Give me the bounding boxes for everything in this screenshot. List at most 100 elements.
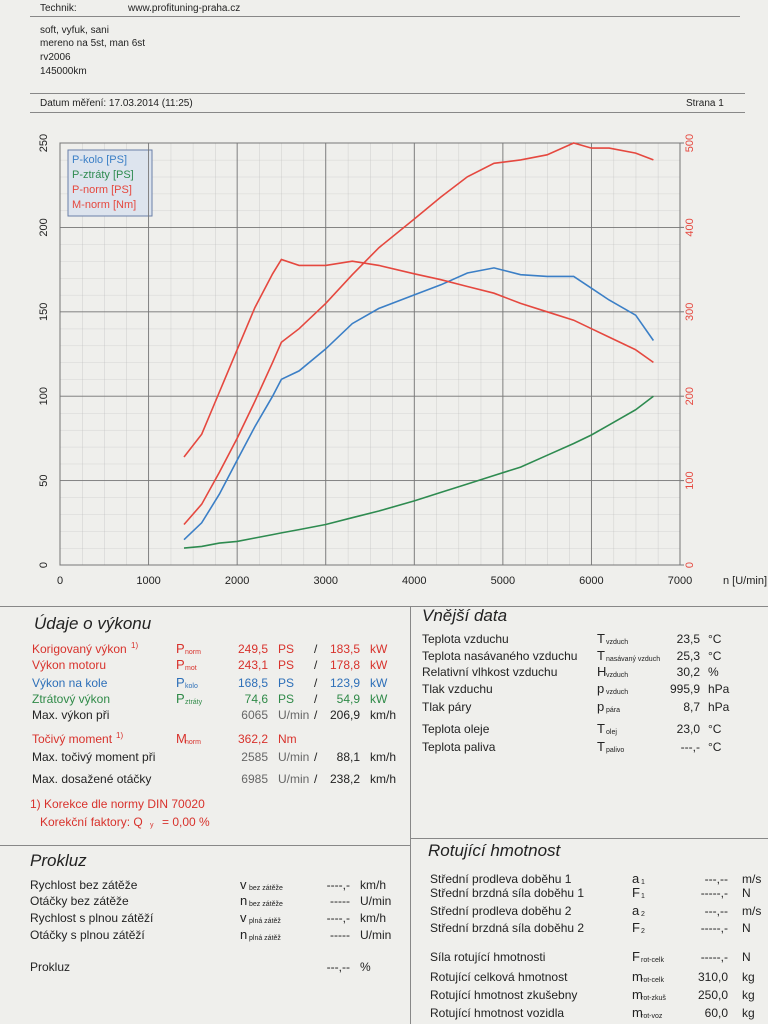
row-symbol-sub: kolo: [185, 683, 198, 690]
row-symbol-sub: plná zátěž: [249, 935, 281, 942]
row-separator: /: [314, 708, 318, 722]
row-symbol: F: [632, 920, 640, 935]
x-tick-label: 0: [57, 575, 63, 587]
row-unit: N: [742, 921, 751, 935]
x-tick-label: 6000: [579, 575, 603, 587]
row-unit: N: [742, 886, 751, 900]
row-value: -----,-: [700, 950, 728, 964]
row-label: Tlak páry: [422, 700, 472, 714]
row-value: 8,7: [683, 700, 700, 714]
row-label: Střední prodleva doběhu 1: [430, 872, 572, 886]
x-tick-label: 5000: [491, 575, 515, 587]
row-unit: %: [360, 960, 371, 974]
row-value: -----: [330, 928, 350, 942]
legend-entry: P-norm [PS]: [72, 184, 132, 196]
row-label: Rychlost bez zátěže: [30, 878, 138, 892]
x-tick-label: 4000: [402, 575, 426, 587]
section-title: Prokluz: [30, 851, 87, 870]
row-label: Teplota oleje: [422, 722, 490, 736]
row-unit: kg: [742, 970, 755, 984]
row-note: 1): [116, 731, 124, 740]
y2-tick-label: 100: [684, 471, 696, 489]
x-tick-label: 1000: [136, 575, 160, 587]
row-symbol-sub: palivo: [606, 747, 625, 754]
divider: [0, 845, 410, 846]
row-value: ---,--: [704, 872, 728, 886]
row-symbol: m: [632, 1005, 643, 1020]
row-symbol-sub: bez zátěže: [249, 901, 283, 908]
row-symbol-sub: pára: [606, 707, 621, 714]
row-symbol-sub: vzduch: [606, 672, 629, 679]
row-value: 178,8: [329, 658, 360, 672]
row-value: -----: [330, 894, 350, 908]
row-unit: km/h: [360, 911, 387, 925]
row-symbol: P: [176, 657, 185, 672]
row-label: Max. výkon při: [32, 708, 110, 722]
row-label: Teplota nasávaného vzduchu: [422, 649, 578, 663]
row-label: Teplota vzduchu: [422, 632, 509, 646]
row-unit: U/min: [278, 708, 310, 722]
y-tick-label: 100: [38, 387, 50, 405]
chart: 0 1000 2000 3000 4000 5000 6000 700005010015020…: [38, 134, 767, 587]
row-unit: km/h: [370, 750, 397, 764]
row-unit: kW: [370, 676, 388, 690]
row-value: 995,9: [669, 682, 700, 696]
row-value: 60,0: [704, 1006, 728, 1020]
y2-tick-label: 200: [684, 387, 696, 405]
row-symbol-sub: bez zátěže: [249, 885, 283, 892]
row-symbol-sub: ztráty: [185, 699, 203, 706]
row-label: Střední prodleva doběhu 2: [430, 904, 572, 918]
divider: [410, 606, 411, 1024]
row-unit: kW: [370, 692, 388, 706]
row-symbol: n: [240, 927, 248, 942]
row-unit: km/h: [370, 772, 397, 786]
row-unit: kW: [370, 642, 388, 656]
x-axis-label: n [U/min]: [723, 575, 767, 587]
row-unit: °C: [708, 722, 722, 736]
row-symbol: F: [632, 885, 640, 900]
legend-entry: P-ztráty [PS]: [72, 169, 134, 181]
divider: [30, 93, 745, 94]
row-label: Rotující hmotnost zkušebny: [430, 988, 578, 1002]
row-separator: /: [314, 692, 318, 706]
row-value: 74,6: [244, 692, 268, 706]
row-value: 123,9: [329, 676, 360, 690]
row-label: Prokluz: [30, 960, 71, 974]
factor-sub: y: [150, 822, 154, 829]
row-value: 54,9: [336, 692, 360, 706]
row-unit: U/min: [360, 894, 392, 908]
row-symbol: F: [632, 949, 640, 964]
row-label: Relativní vlhkost vzduchu: [422, 665, 558, 679]
row-unit: km/h: [370, 708, 397, 722]
row-value: 243,1: [237, 658, 268, 672]
row-symbol: a: [632, 871, 640, 886]
row-symbol: T: [597, 739, 605, 754]
row-symbol: T: [597, 648, 605, 663]
row-value: ----,-: [326, 878, 350, 892]
date: Datum měření: 17.03.2014 (11:25): [40, 98, 193, 109]
row-value: 2585: [241, 750, 268, 764]
row-value: 183,5: [329, 642, 360, 656]
row-unit: PS: [278, 658, 295, 672]
row-label: Střední brzdná síla doběhu 1: [430, 886, 585, 900]
row-label: Síla rotující hmotnosti: [430, 950, 546, 964]
row-separator: /: [314, 658, 318, 672]
divider: [30, 16, 740, 17]
section-title: Vnější data: [422, 606, 508, 625]
row-symbol-sub: olej: [606, 729, 617, 736]
row-symbol: P: [176, 641, 185, 656]
row-unit: PS: [278, 642, 295, 656]
divider: [0, 606, 768, 607]
footnote: 1) Korekce dle normy DIN 70020: [30, 797, 205, 811]
y-tick-label: 50: [38, 474, 50, 486]
row-unit: m/s: [742, 872, 762, 886]
section-title: Rotující hmotnost: [428, 841, 561, 860]
row-symbol: p: [597, 699, 605, 714]
row-value: 6065: [241, 708, 268, 722]
y2-tick-label: 0: [684, 562, 696, 568]
row-symbol-sub: 1: [641, 893, 645, 900]
row-value: 30,2: [676, 665, 700, 679]
y-tick-label: 150: [38, 303, 50, 321]
row-value: 362,2: [237, 732, 268, 746]
row-label: Otáčky s plnou zátěží: [30, 928, 145, 942]
